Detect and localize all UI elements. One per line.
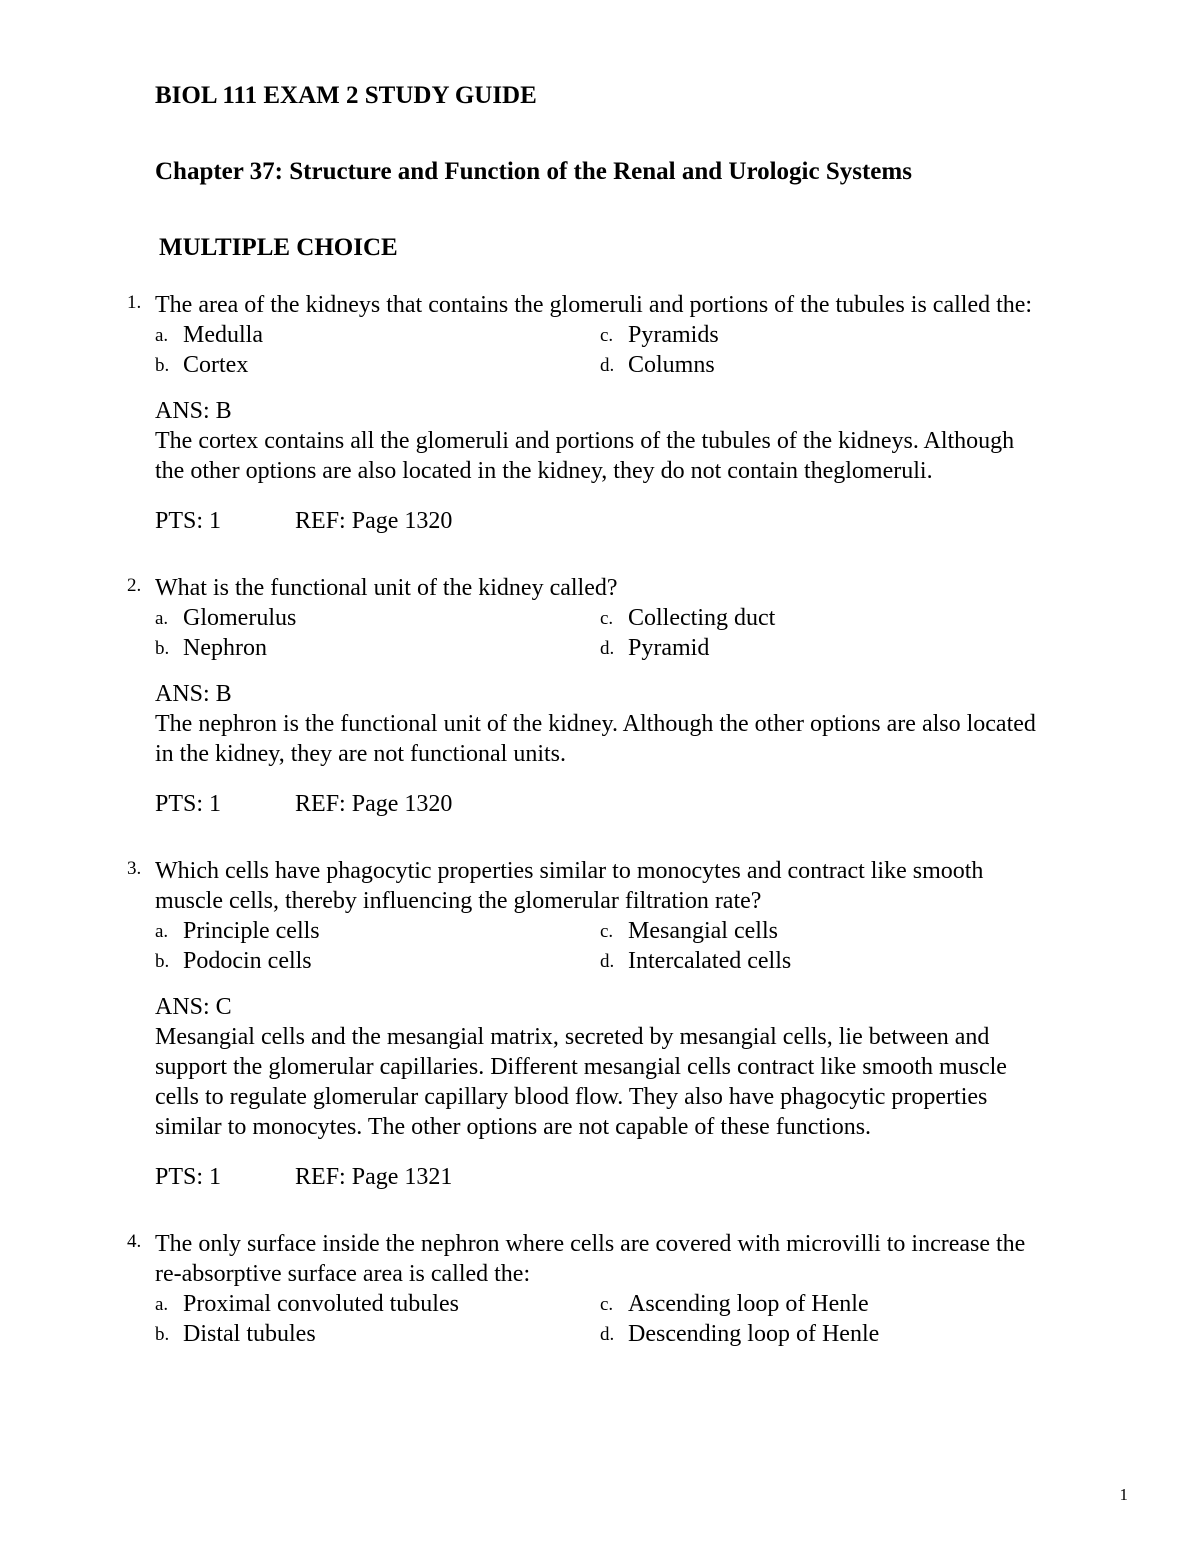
choices-row: a. Principle cells b. Podocin cells c. Mesa… — [155, 916, 1045, 976]
choice-c: c. Ascending loop of Henle — [600, 1289, 1045, 1319]
meta-line: PTS: 1 REF: Page 1320 — [155, 508, 1045, 535]
question-number: 4. — [127, 1231, 141, 1253]
choice-c: c. Mesangial cells — [600, 916, 1045, 946]
ref-label: REF: Page 1320 — [295, 791, 452, 818]
choice-a: a. Principle cells — [155, 916, 600, 946]
question-number: 1. — [127, 292, 141, 314]
explanation-text: The nephron is the functional unit of th… — [155, 709, 1045, 769]
choice-letter: d. — [600, 1323, 614, 1347]
ref-label: REF: Page 1321 — [295, 1164, 452, 1191]
pts-label: PTS: 1 — [155, 1164, 221, 1191]
choice-text: Ascending loop of Henle — [628, 1291, 869, 1317]
choice-text: Distal tubules — [183, 1321, 316, 1347]
choices-col-left: a. Medulla b. Cortex — [155, 320, 600, 380]
question-text: The area of the kidneys that contains th… — [155, 290, 1045, 320]
choice-letter: b. — [155, 354, 169, 378]
choice-text: Glomerulus — [183, 605, 296, 631]
choice-letter: a. — [155, 324, 168, 348]
pts-label: PTS: 1 — [155, 791, 221, 818]
choice-a: a. Glomerulus — [155, 603, 600, 633]
explanation-text: Mesangial cells and the mesangial matrix… — [155, 1022, 1045, 1142]
choice-letter: b. — [155, 950, 169, 974]
pts-label: PTS: 1 — [155, 508, 221, 535]
choices-col-right: c. Mesangial cells d. Intercalated cells — [600, 916, 1045, 976]
choice-text: Collecting duct — [628, 605, 775, 631]
question-text: Which cells have phagocytic properties s… — [155, 856, 1045, 916]
choice-letter: d. — [600, 637, 614, 661]
choice-letter: a. — [155, 607, 168, 631]
meta-line: PTS: 1 REF: Page 1321 — [155, 1164, 1045, 1191]
choice-text: Medulla — [183, 322, 263, 348]
ref-label: REF: Page 1320 — [295, 508, 452, 535]
choice-text: Podocin cells — [183, 948, 312, 974]
question-block: 2. What is the functional unit of the ki… — [155, 573, 1045, 818]
choice-text: Columns — [628, 352, 715, 378]
choice-letter: d. — [600, 950, 614, 974]
choice-letter: b. — [155, 637, 169, 661]
question-block: 3. Which cells have phagocytic propertie… — [155, 856, 1045, 1191]
section-title: MULTIPLE CHOICE — [155, 234, 1045, 262]
choices-col-left: a. Principle cells b. Podocin cells — [155, 916, 600, 976]
choice-b: b. Cortex — [155, 350, 600, 380]
choice-letter: b. — [155, 1323, 169, 1347]
choice-text: Cortex — [183, 352, 248, 378]
choice-text: Nephron — [183, 635, 267, 661]
question-text: What is the functional unit of the kidne… — [155, 573, 1045, 603]
choices-col-left: a. Proximal convoluted tubules b. Distal t… — [155, 1289, 600, 1349]
choices-row: a. Glomerulus b. Nephron c. Collecting duct… — [155, 603, 1045, 663]
choices-row: a. Proximal convoluted tubules b. Distal t… — [155, 1289, 1045, 1349]
choice-text: Pyramid — [628, 635, 709, 661]
choices-col-left: a. Glomerulus b. Nephron — [155, 603, 600, 663]
choice-c: c. Collecting duct — [600, 603, 1045, 633]
choice-letter: a. — [155, 1293, 168, 1317]
choices-col-right: c. Ascending loop of Henle d. Descending l… — [600, 1289, 1045, 1349]
choice-a: a. Proximal convoluted tubules — [155, 1289, 600, 1319]
choice-c: c. Pyramids — [600, 320, 1045, 350]
choice-b: b. Nephron — [155, 633, 600, 663]
choices-row: a. Medulla b. Cortex c. Pyramids d. Columns — [155, 320, 1045, 380]
choices-col-right: c. Collecting duct d. Pyramid — [600, 603, 1045, 663]
document-title: BIOL 111 EXAM 2 STUDY GUIDE — [155, 82, 1045, 110]
choice-text: Proximal convoluted tubules — [183, 1291, 459, 1317]
choice-text: Principle cells — [183, 918, 320, 944]
choice-letter: c. — [600, 324, 613, 348]
choices-col-right: c. Pyramids d. Columns — [600, 320, 1045, 380]
choice-letter: c. — [600, 920, 613, 944]
question-number: 2. — [127, 575, 141, 597]
question-block: 4. The only surface inside the nephron w… — [155, 1229, 1045, 1349]
question-text: The only surface inside the nephron wher… — [155, 1229, 1045, 1289]
choice-d: d. Pyramid — [600, 633, 1045, 663]
choice-text: Mesangial cells — [628, 918, 778, 944]
question-number: 3. — [127, 858, 141, 880]
choice-letter: c. — [600, 1293, 613, 1317]
choice-a: a. Medulla — [155, 320, 600, 350]
explanation-text: The cortex contains all the glomeruli an… — [155, 426, 1045, 486]
page-container: BIOL 111 EXAM 2 STUDY GUIDE Chapter 37: … — [0, 0, 1200, 1553]
question-block: 1. The area of the kidneys that contains… — [155, 290, 1045, 535]
choice-letter: a. — [155, 920, 168, 944]
chapter-title: Chapter 37: Structure and Function of th… — [155, 158, 1045, 186]
answer-line: ANS: B — [155, 396, 1045, 426]
choice-text: Descending loop of Henle — [628, 1321, 879, 1347]
choice-d: d. Columns — [600, 350, 1045, 380]
choice-letter: d. — [600, 354, 614, 378]
choice-b: b. Distal tubules — [155, 1319, 600, 1349]
choice-d: d. Intercalated cells — [600, 946, 1045, 976]
meta-line: PTS: 1 REF: Page 1320 — [155, 791, 1045, 818]
choice-text: Pyramids — [628, 322, 719, 348]
choice-letter: c. — [600, 607, 613, 631]
choice-text: Intercalated cells — [628, 948, 791, 974]
answer-line: ANS: B — [155, 679, 1045, 709]
page-number: 1 — [1120, 1485, 1129, 1505]
choice-d: d. Descending loop of Henle — [600, 1319, 1045, 1349]
choice-b: b. Podocin cells — [155, 946, 600, 976]
answer-line: ANS: C — [155, 992, 1045, 1022]
